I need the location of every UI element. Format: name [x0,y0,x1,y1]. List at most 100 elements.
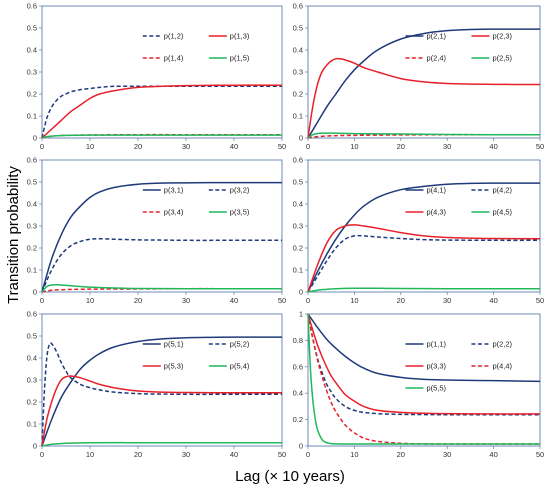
legend-label: p(5,3) [164,362,184,371]
y-tick-label: 0.5 [27,332,37,341]
y-tick-label: 0.4 [293,389,303,398]
legend-label: p(2,5) [492,54,512,63]
x-tick-label: 0 [40,450,44,459]
series-line-p(5,3) [41,375,283,447]
series-line-p(4,4) [307,313,540,445]
y-tick-label: 0.6 [27,310,37,319]
legend-label: p(4,2) [492,186,512,195]
legend-label: p(5,5) [426,384,446,393]
legend-label: p(4,5) [492,208,512,217]
series-line-p(2,5) [307,132,541,139]
x-tick-label: 50 [278,296,286,305]
y-tick-label: 0.3 [27,68,37,77]
y-tick-label: 0 [33,288,37,297]
x-axis-label: Lag (× 10 years) [235,468,345,485]
y-tick-label: 0.4 [293,46,303,55]
series-line-p(2,4) [307,133,540,139]
x-tick-label: 10 [350,142,358,151]
y-tick-label: 0.4 [27,46,37,55]
x-tick-label: 40 [230,296,238,305]
y-tick-label: 0.6 [27,156,37,165]
x-tick-label: 30 [443,296,451,305]
legend-label: p(2,1) [426,32,446,41]
legend-label: p(3,1) [164,186,184,195]
y-tick-label: 0.6 [293,2,303,11]
x-tick-label: 30 [443,142,451,151]
series-line-p(2,3) [307,57,541,139]
x-tick-label: 30 [443,450,451,459]
y-tick-label: 0.2 [293,244,303,253]
y-tick-label: 0.5 [293,178,303,187]
legend-label: p(3,2) [230,186,250,195]
chart-panel-2: 0 0.1 0.2 0.3 0.4 0.5 0.6 0 10 20 30 40 50 p(2,1) p(2,… [293,2,545,152]
series-line-p(1,5) [41,134,282,139]
chart-panel-3: 0 0.1 0.2 0.3 0.4 0.5 0.6 0 10 20 30 40 50 p(3,1) p(3,… [27,156,287,306]
y-tick-label: 0.3 [27,222,37,231]
x-tick-label: 50 [536,296,544,305]
series-line-p(3,1) [41,181,282,293]
y-tick-label: 0 [33,442,37,451]
legend-label: p(4,4) [492,362,512,371]
y-tick-label: 0.1 [293,112,303,121]
plot-frame [41,5,283,139]
x-tick-label: 40 [489,142,497,151]
x-tick-label: 20 [134,450,142,459]
y-tick-label: 0.2 [293,415,303,424]
x-tick-label: 0 [306,450,310,459]
y-tick-label: 0.1 [27,266,37,275]
x-tick-label: 50 [536,142,544,151]
series-line-p(4,1) [307,182,541,293]
legend-label: p(3,4) [164,208,184,217]
chart-panel-4: 0 0.1 0.2 0.3 0.4 0.5 0.6 0 10 20 30 40 50 p(4,1) p(4,… [293,156,545,306]
y-tick-label: 0.4 [293,200,303,209]
x-tick-label: 50 [536,450,544,459]
x-tick-label: 30 [182,296,190,305]
series-line-p(1,2) [41,85,282,139]
series-line-p(3,3) [307,313,541,415]
y-axis-label: Transition probability [5,166,22,304]
y-tick-label: 0.4 [27,200,37,209]
series-line-p(4,5) [307,287,540,293]
x-tick-label: 40 [489,296,497,305]
y-tick-label: 0.6 [293,362,303,371]
x-tick-label: 0 [306,142,310,151]
y-tick-label: 0.1 [27,420,37,429]
x-tick-label: 0 [306,296,310,305]
legend-label: p(4,3) [426,208,446,217]
x-tick-label: 30 [182,142,190,151]
x-tick-label: 20 [397,142,405,151]
x-tick-label: 10 [350,296,358,305]
legend-label: p(2,4) [426,54,446,63]
legend-label: p(4,1) [426,186,446,195]
chart-panel-5: 0 0.1 0.2 0.3 0.4 0.5 0.6 0 10 20 30 40 50 p(5,1) p(5,… [27,310,287,460]
series-line-p(3,5) [41,283,282,293]
plot-frame [307,313,541,447]
y-tick-label: 0 [299,288,303,297]
x-tick-label: 30 [182,450,190,459]
legend-label: p(5,2) [230,340,250,349]
series-line-p(5,1) [41,336,283,447]
legend-label: p(5,1) [164,340,184,349]
y-tick-label: 0.2 [27,398,37,407]
y-tick-label: 0.4 [27,354,37,363]
x-tick-label: 10 [86,142,94,151]
legend-label: p(1,5) [230,54,250,63]
y-tick-label: 0 [299,442,303,451]
y-tick-label: 0.1 [293,266,303,275]
x-tick-label: 40 [489,450,497,459]
x-tick-label: 0 [40,296,44,305]
series-line-p(4,3) [307,224,541,293]
series-line-p(1,1) [307,313,541,383]
y-tick-label: 0.5 [27,178,37,187]
series-line-p(3,2) [41,238,282,293]
x-tick-label: 20 [397,450,405,459]
chart-panel-6: 00.20.40.60.810 10 20 30 40 50p(1,1) p(2,2)p(3… [293,310,545,460]
chart-panel-1: 0 0.1 0.2 0.3 0.4 0.5 0.6 0 10 20 30 40 50 p(1,2) p(1,… [27,2,287,152]
y-tick-label: 0.5 [27,24,37,33]
y-tick-label: 0.3 [293,222,303,231]
legend-label: p(2,3) [492,32,512,41]
legend-label: p(1,2) [164,32,184,41]
series-line-p(4,2) [307,234,541,293]
y-tick-label: 0.3 [293,68,303,77]
x-tick-label: 10 [86,450,94,459]
